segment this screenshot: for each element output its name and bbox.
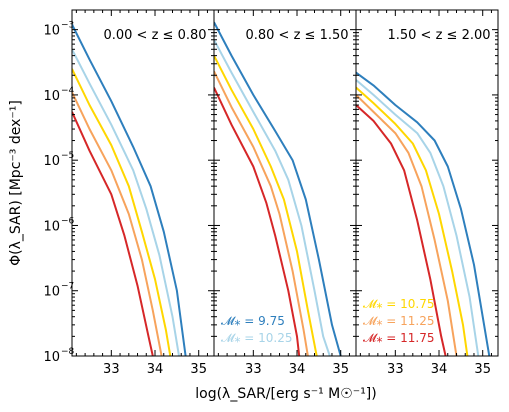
panel-curves — [356, 71, 491, 356]
panel-curves — [72, 24, 187, 356]
y-axis-label: Φ(λ_SAR) [Mpc⁻³ dex⁻¹] — [8, 100, 24, 266]
series-line-mass-10-25 — [356, 79, 480, 356]
y-tick-exponent: −5 — [61, 151, 74, 161]
y-tick-label: 10 — [43, 285, 60, 300]
y-tick-label: 10 — [43, 89, 60, 104]
series-line-mass-10-75 — [356, 86, 469, 356]
panel-frame — [71, 9, 215, 357]
legend-entry-mass-11-25: 𝓜⁎ = 11.25 — [363, 314, 434, 328]
panel-2: 33 34 35 0.80 < z ≤ 1.50 𝓜⁎ = 9.75 𝓜⁎ = 10.25 — [213, 9, 357, 377]
series-line-mass-10-75 — [214, 55, 318, 356]
y-tick-exponent: −4 — [61, 86, 75, 96]
x-tick-label: 34 — [147, 362, 164, 377]
series-line-mass-10-75 — [72, 68, 172, 356]
x-tick-label: 33 — [245, 362, 262, 377]
series-line-mass-11-25 — [214, 70, 309, 356]
y-tick-label: 10 — [43, 350, 60, 365]
series-line-mass-10-25 — [72, 48, 180, 356]
x-tick-label: 34 — [431, 362, 448, 377]
x-axis-label: log(λ_SAR/[erg s⁻¹ M☉⁻¹]) — [195, 386, 376, 402]
legend-entry-mass-10-25: 𝓜⁎ = 10.25 — [221, 331, 292, 345]
series-line-mass-10-25 — [214, 39, 331, 356]
series-line-mass-9-75 — [356, 71, 491, 356]
panel-title: 0.00 < z ≤ 0.80 — [103, 28, 206, 43]
y-tick-exponent: −6 — [61, 216, 75, 226]
series-line-mass-11-25 — [72, 91, 163, 356]
panel-3: 33 34 35 1.50 < z ≤ 2.00 𝓜⁎ = 10.75 𝓜⁎ = 11.2… — [355, 9, 499, 377]
panel-1: 33 34 35 0.00 < z ≤ 0.80 — [71, 9, 215, 377]
panel-curves — [214, 21, 342, 356]
x-tick-label: 33 — [387, 362, 404, 377]
series-line-mass-11-25 — [356, 94, 458, 356]
x-tick-label: 35 — [332, 362, 349, 377]
y-tick-exponent: −3 — [61, 21, 74, 31]
chart-panels: 33 34 35 0.00 < z ≤ 0.80 33 34 35 0.80 < z ≤ 1.… — [71, 9, 499, 377]
panel-title: 0.80 < z ≤ 1.50 — [245, 28, 348, 43]
y-tick-exponent: −8 — [61, 347, 75, 357]
series-line-mass-11-75 — [72, 111, 154, 356]
x-tick-label: 33 — [103, 362, 120, 377]
panel-title: 1.50 < z ≤ 2.00 — [387, 28, 490, 43]
series-line-mass-9-75 — [72, 24, 187, 356]
x-tick-label: 34 — [289, 362, 306, 377]
legend-entry-mass-11-75: 𝓜⁎ = 11.75 — [363, 331, 434, 345]
legend-entry-mass-9-75: 𝓜⁎ = 9.75 — [221, 314, 285, 328]
series-line-mass-11-75 — [214, 87, 301, 356]
y-tick-exponent: −7 — [61, 282, 74, 292]
y-axis-ticks: 10−810−710−610−510−410−3 — [43, 21, 74, 365]
y-tick-label: 10 — [43, 219, 60, 234]
y-tick-label: 10 — [43, 154, 60, 169]
y-tick-label: 10 — [43, 24, 60, 39]
panel-frame — [355, 9, 499, 357]
series-line-mass-9-75 — [214, 21, 342, 356]
legend-entry-mass-10-75: 𝓜⁎ = 10.75 — [363, 297, 434, 311]
x-tick-label: 35 — [474, 362, 491, 377]
series-line-mass-11-75 — [356, 104, 447, 356]
x-tick-label: 35 — [190, 362, 207, 377]
